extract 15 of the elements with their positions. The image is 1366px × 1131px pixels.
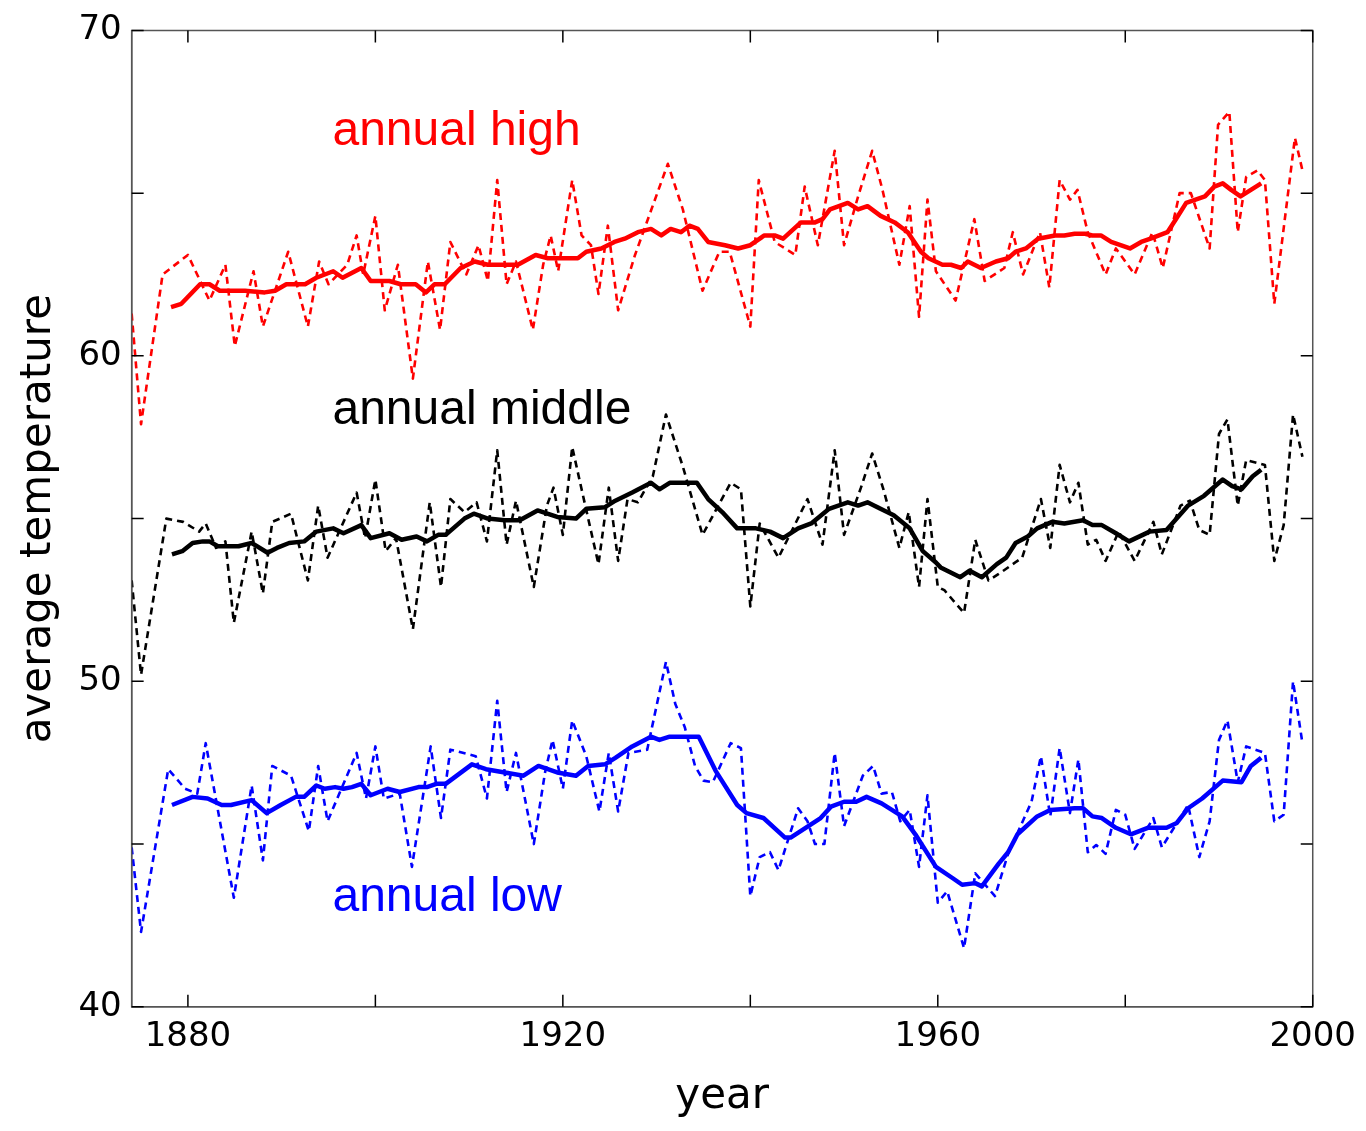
series-label: annual low	[332, 867, 563, 921]
y-tick-label: 70	[78, 7, 122, 48]
series-label: annual high	[332, 101, 581, 155]
x-tick-label: 1960	[894, 1014, 982, 1055]
y-tick-label: 60	[78, 332, 122, 373]
x-tick-label: 2000	[1269, 1014, 1356, 1055]
line-series	[131, 110, 1304, 426]
y-tick-label: 40	[78, 983, 122, 1024]
line-series	[131, 660, 1304, 950]
y-tick-label: 50	[78, 658, 122, 699]
series-label: annual middle	[332, 380, 632, 434]
x-tick-label: 1880	[144, 1014, 232, 1055]
y-axis-title: average temperature	[11, 293, 61, 744]
x-tick-label: 1920	[519, 1014, 607, 1055]
x-axis-title: year	[675, 1068, 770, 1118]
